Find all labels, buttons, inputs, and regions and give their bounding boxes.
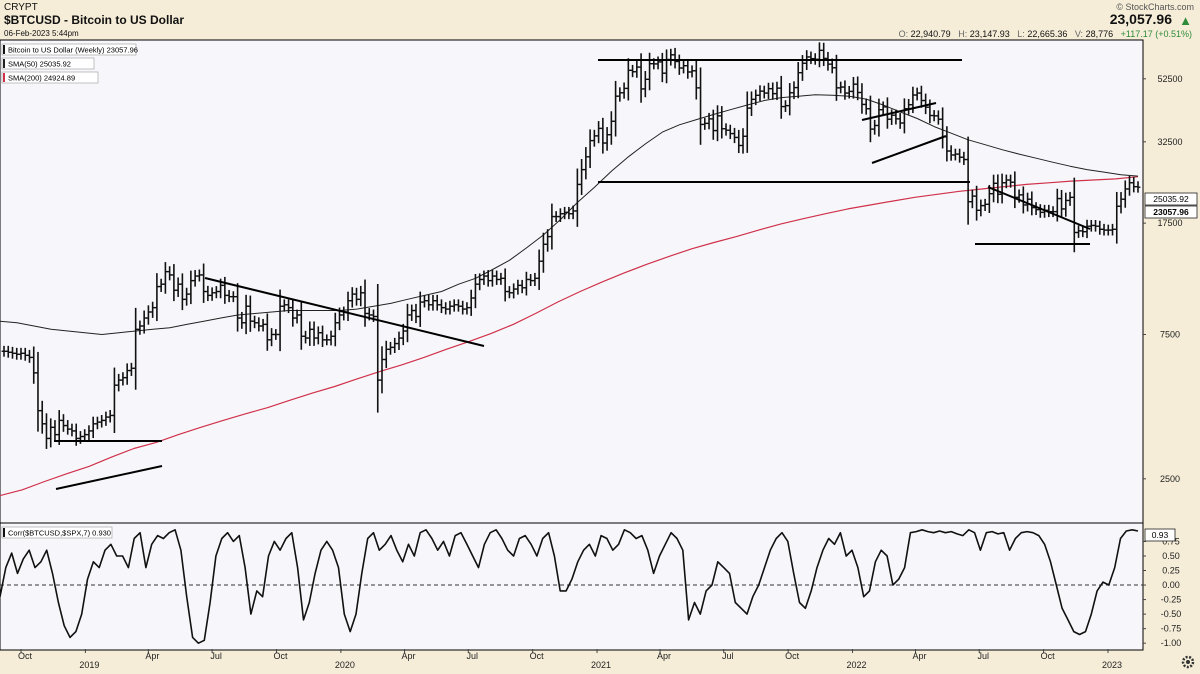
- corr-y-tick-label: 0.25: [1162, 566, 1180, 576]
- corr-y-tick-label: 0.75: [1162, 536, 1180, 546]
- trendline: [871, 135, 947, 164]
- ohlc-readout: O: 22,940.79 H: 23,147.93 L: 22,665.36 V…: [898, 29, 1192, 39]
- corr-y-tick-label: 0.50: [1162, 551, 1180, 561]
- svg-text:Corr($BTCUSD,$SPX,7) 0.930: Corr($BTCUSD,$SPX,7) 0.930: [8, 529, 111, 538]
- corr-line: [0, 528, 1139, 645]
- svg-text:0.93: 0.93: [1152, 530, 1169, 540]
- chart-date: 06-Feb-2023 5:44pm: [4, 29, 79, 38]
- chart-header: CRYPT $BTCUSD - Bitcoin to US Dollar 06-…: [0, 0, 1200, 40]
- legend-corr: Corr($BTCUSD,$SPX,7) 0.930: [1, 526, 113, 539]
- corr-panel: [0, 522, 1144, 651]
- legend-sma200: SMA(200) 24924.89: [1, 71, 99, 84]
- trendlines: [54, 59, 1091, 490]
- trendline: [861, 102, 937, 121]
- corr-y-tick-label: 0.00: [1162, 580, 1180, 590]
- svg-text:25035.92: 25035.92: [1153, 194, 1189, 204]
- x-tick-label: Oct: [785, 651, 800, 661]
- trendline: [204, 277, 485, 347]
- exchange-label: CRYPT: [4, 2, 38, 13]
- svg-text:23057.96: 23057.96: [1153, 207, 1189, 217]
- sma50-badge: 25035.92: [1144, 192, 1198, 206]
- last-price: 23,057.96: [1109, 11, 1172, 27]
- credit-label: © StockCharts.com: [1116, 2, 1194, 12]
- price-bars: [1, 42, 1141, 449]
- x-tick-label: 2021: [591, 660, 611, 670]
- trendline: [55, 465, 163, 490]
- corr-y-tick-label: -1.00: [1161, 638, 1182, 648]
- svg-text:SMA(50) 25035.92: SMA(50) 25035.92: [8, 60, 71, 69]
- chart-title: $BTCUSD - Bitcoin to US Dollar: [4, 13, 185, 27]
- corr-badge: 0.93: [1144, 528, 1176, 542]
- up-arrow-icon: ▲: [1179, 13, 1192, 28]
- x-tick-label: Oct: [273, 651, 288, 661]
- price-y-tick-label: 17500: [1157, 218, 1182, 228]
- price-y-tick-label: 7500: [1160, 329, 1180, 339]
- price-bar: [1135, 181, 1141, 193]
- x-tick-label: Apr: [657, 651, 671, 661]
- x-axis: Oct 2019 Apr Jul Oct 2020 Apr Jul Oct 2021 Apr Jul O…: [18, 649, 1122, 670]
- volume-value: 28,776: [1085, 29, 1114, 39]
- price-y-tick-label: 52500: [1157, 74, 1182, 84]
- x-tick-label: Jul: [467, 651, 479, 661]
- corr-y-axis: 0.75 0.50 0.25 0.00 -0.25 -0.50 -0.75 -1.00: [0, 536, 1181, 648]
- svg-text:Bitcoin to US Dollar (Weekly): Bitcoin to US Dollar (Weekly) 23057.96: [8, 46, 138, 55]
- legend-price: Bitcoin to US Dollar (Weekly) 23057.96: [1, 43, 138, 56]
- price-y-axis: 2500 7500 17500 32500 52500: [1143, 74, 1183, 484]
- corr-y-tick-label: -0.50: [1161, 609, 1182, 619]
- x-tick-label: Jul: [210, 651, 222, 661]
- legend-sma50: SMA(50) 25035.92: [1, 57, 95, 70]
- low-value: 22,665.36: [1027, 29, 1068, 39]
- open-value: 22,940.79: [910, 29, 951, 39]
- corr-y-tick-label: -0.25: [1161, 595, 1182, 605]
- gear-icon[interactable]: [1181, 655, 1195, 669]
- x-tick-label: Apr: [145, 651, 159, 661]
- x-tick-label: Oct: [530, 651, 545, 661]
- price-y-tick-label: 2500: [1160, 474, 1180, 484]
- x-tick-label: Oct: [1041, 651, 1056, 661]
- x-tick-label: Jul: [722, 651, 734, 661]
- price-panel: [0, 39, 1144, 524]
- x-tick-label: Oct: [18, 651, 33, 661]
- change-value: +117.17 (+0.51%): [1120, 29, 1192, 39]
- corr-series: [0, 528, 1139, 645]
- trendline: [987, 186, 1091, 230]
- high-value: 23,147.93: [969, 29, 1010, 39]
- x-tick-label: Apr: [402, 651, 416, 661]
- last-price-badge: 23057.96: [1144, 205, 1198, 219]
- sma200-line: [0, 176, 1139, 497]
- x-tick-label: 2023: [1102, 660, 1122, 670]
- x-tick-label: 2019: [79, 660, 99, 670]
- x-tick-label: Apr: [913, 651, 927, 661]
- svg-text:SMA(200) 24924.89: SMA(200) 24924.89: [8, 74, 75, 83]
- sma200-series: [0, 176, 1139, 497]
- x-tick-label: 2022: [847, 660, 867, 670]
- price-y-tick-label: 32500: [1157, 137, 1182, 147]
- corr-y-tick-label: -0.75: [1161, 624, 1182, 634]
- x-tick-label: 2020: [335, 660, 355, 670]
- x-tick-label: Jul: [977, 651, 989, 661]
